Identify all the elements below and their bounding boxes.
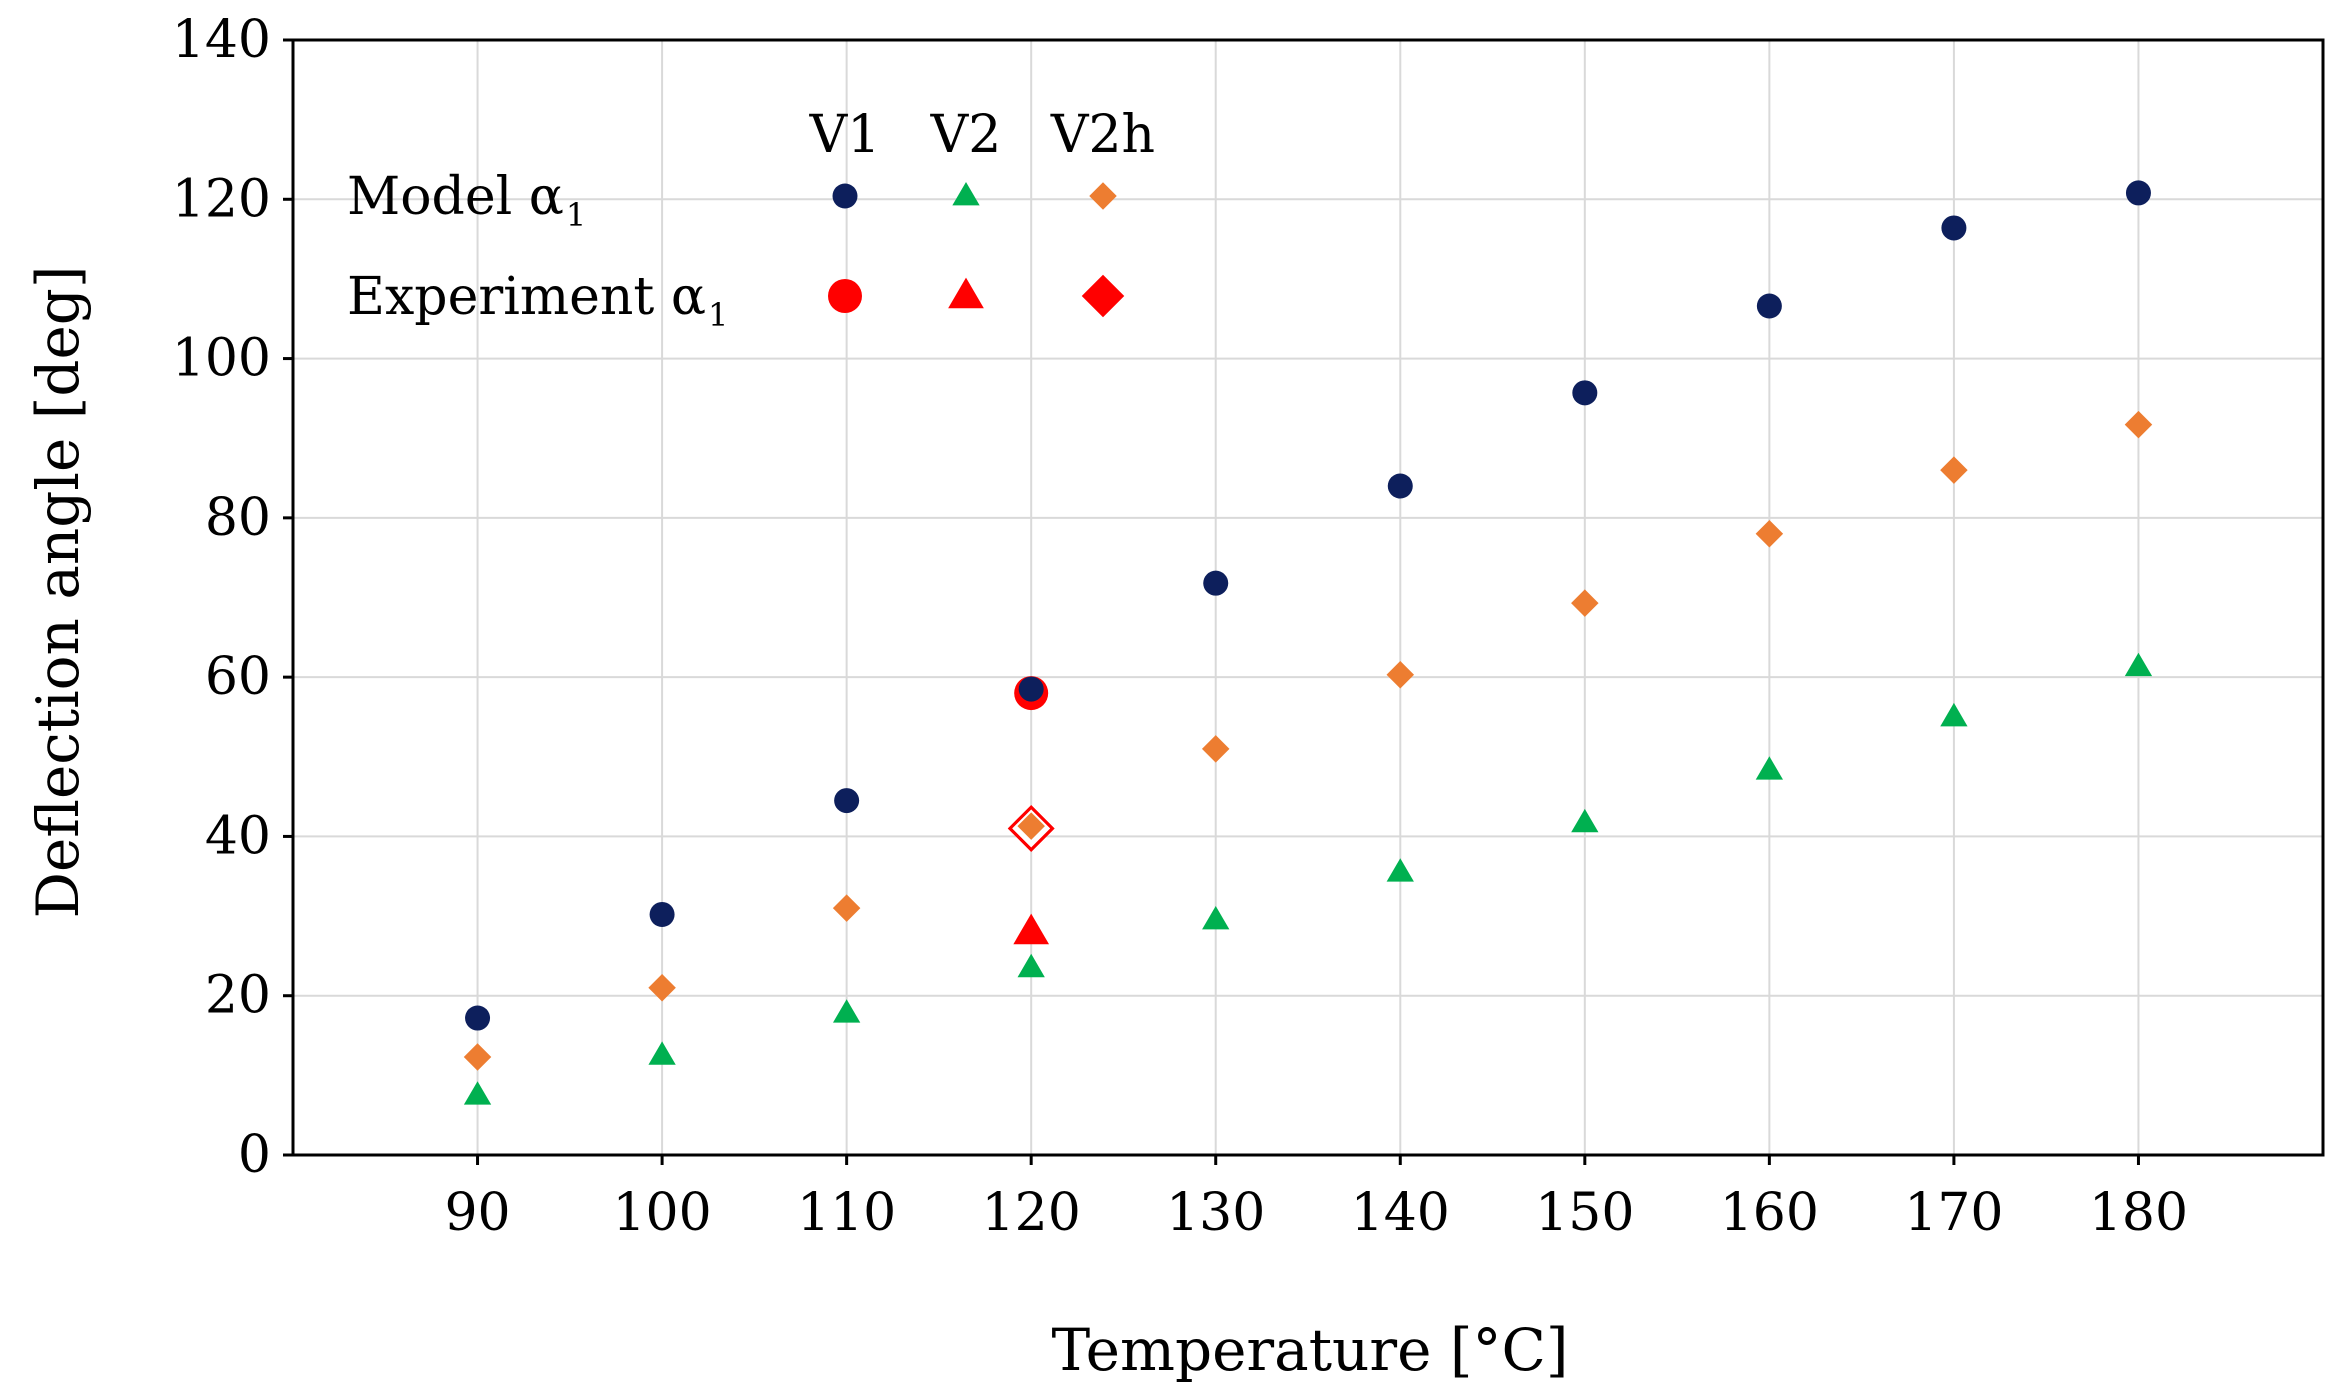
legend-row-subscript: 1 bbox=[708, 296, 728, 334]
model-v2-point bbox=[1571, 808, 1599, 833]
y-tick-label: 80 bbox=[205, 488, 271, 548]
y-tick-label: 40 bbox=[205, 806, 271, 866]
model-v1-point bbox=[1572, 380, 1598, 406]
y-tick-label: 0 bbox=[238, 1125, 271, 1185]
legend-experiment-v2h-marker bbox=[1081, 274, 1125, 318]
legend-row-subscript: 1 bbox=[566, 196, 586, 234]
legend-column-header: V1 bbox=[809, 105, 881, 165]
experiment-v2-point bbox=[1013, 913, 1050, 945]
model-v1-point bbox=[465, 1005, 491, 1031]
legend-experiment-v2-marker bbox=[948, 277, 984, 309]
model-v2-point bbox=[1940, 702, 1968, 727]
model-v1-point bbox=[834, 788, 860, 814]
y-tick-label: 60 bbox=[205, 647, 271, 707]
model-v1-point bbox=[1018, 676, 1044, 702]
model-v2h-point bbox=[1201, 735, 1230, 763]
x-tick-label: 90 bbox=[444, 1183, 510, 1243]
x-tick-label: 150 bbox=[1535, 1183, 1634, 1243]
y-tick-label: 140 bbox=[172, 10, 271, 70]
model-v2h-point bbox=[648, 974, 676, 1002]
model-v1-point bbox=[1203, 570, 1229, 596]
model-v2h-point bbox=[832, 894, 861, 922]
x-tick-label: 170 bbox=[1904, 1183, 2003, 1243]
plot-frame bbox=[291, 38, 2325, 1157]
model-v2h-point bbox=[1571, 589, 1599, 617]
legend-column-header: V2 bbox=[930, 105, 1002, 165]
model-v2h-point bbox=[1940, 456, 1968, 484]
legend-model-v1-marker bbox=[832, 183, 858, 209]
x-tick-label: 180 bbox=[2089, 1183, 2188, 1243]
model-v1-point bbox=[2125, 180, 2151, 206]
model-v2h-point bbox=[2124, 410, 2153, 439]
legend-model-v2h-marker bbox=[1089, 182, 1117, 210]
x-tick-label: 120 bbox=[982, 1183, 1081, 1243]
legend-model-v2-marker bbox=[952, 181, 980, 206]
ticks: 90 100 110 120 130 140 150 160 170 180 0 20 40 60 80 10… bbox=[172, 10, 2188, 1243]
x-tick-label: 100 bbox=[612, 1183, 711, 1243]
legend-row-label: Experiment α bbox=[347, 267, 706, 327]
legend-row-label: Model α bbox=[347, 167, 564, 227]
x-axis-title: Temperature [°C] bbox=[1051, 1316, 1568, 1384]
x-tick-label: 110 bbox=[797, 1183, 896, 1243]
legend-experiment-v1-marker bbox=[828, 279, 862, 313]
model-v1-point bbox=[1387, 473, 1413, 499]
model-v2-point bbox=[2124, 652, 2153, 677]
y-tick-label: 120 bbox=[172, 169, 271, 229]
model-v2-point bbox=[1202, 906, 1230, 930]
model-v2h-point bbox=[1386, 661, 1415, 689]
x-tick-label: 140 bbox=[1351, 1183, 1450, 1243]
y-tick-label: 20 bbox=[205, 966, 271, 1026]
model-v1-point bbox=[649, 901, 675, 927]
model-v2-point bbox=[648, 1041, 676, 1065]
model-v2-point bbox=[1386, 858, 1414, 882]
model-v2-point bbox=[1755, 756, 1784, 780]
axes bbox=[291, 38, 2325, 1157]
model-v2h-point bbox=[463, 1043, 492, 1071]
legend-column-header: V2h bbox=[1050, 105, 1155, 165]
experiment-v2h-outline bbox=[1007, 805, 1055, 852]
grid bbox=[293, 39, 2323, 1155]
x-tick-label: 160 bbox=[1720, 1183, 1819, 1243]
y-axis-title: Deflection angle [deg] bbox=[24, 265, 92, 918]
model-v2-point bbox=[463, 1081, 492, 1105]
model-v2-point bbox=[832, 999, 861, 1023]
model-v1-point bbox=[1756, 293, 1782, 319]
x-tick-label: 130 bbox=[1166, 1183, 1265, 1243]
model-v2h-point bbox=[1755, 520, 1784, 548]
y-tick-label: 100 bbox=[172, 329, 271, 389]
model-v2-point bbox=[1017, 953, 1045, 978]
data-points bbox=[463, 180, 2153, 1105]
model-v2h-point bbox=[1017, 812, 1045, 840]
model-v1-point bbox=[1941, 215, 1967, 241]
